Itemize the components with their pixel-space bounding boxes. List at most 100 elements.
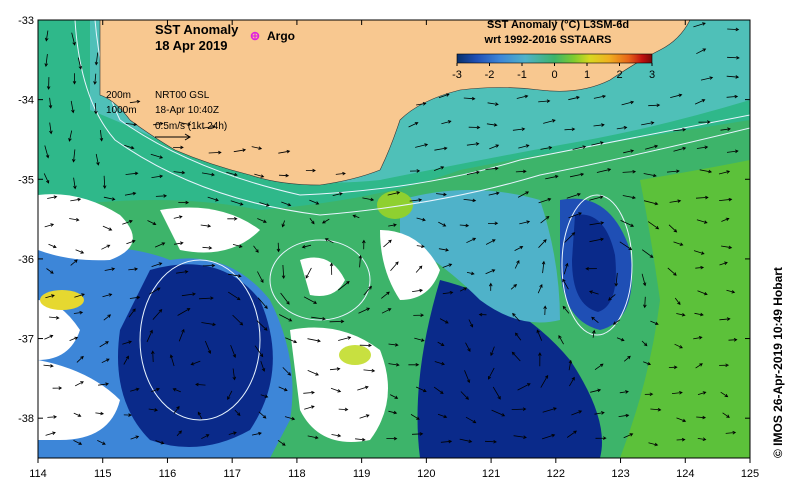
x-tick-label: 115	[94, 468, 112, 480]
legend-time: 18-Apr 10:40Z	[155, 105, 219, 116]
current-arrow-icon	[124, 191, 137, 196]
current-arrow-icon	[623, 149, 635, 154]
current-arrow-icon	[122, 219, 133, 225]
current-arrow-icon	[562, 305, 570, 314]
current-arrow-icon	[589, 290, 599, 295]
current-arrow-icon	[721, 245, 733, 250]
current-arrow-icon	[585, 266, 597, 271]
current-arrow-icon	[254, 345, 264, 358]
current-arrow-icon	[438, 221, 447, 227]
current-arrow-icon	[558, 334, 564, 345]
y-tick-label: -34	[18, 95, 34, 107]
current-arrow-icon	[666, 169, 680, 174]
current-arrow-icon	[488, 282, 493, 291]
current-arrow-icon	[673, 146, 687, 152]
current-arrow-icon	[130, 387, 140, 392]
current-arrow-icon	[459, 287, 468, 292]
current-arrow-icon	[466, 170, 480, 175]
x-tick-label: 114	[29, 468, 47, 480]
current-arrow-icon	[151, 387, 160, 393]
current-arrow-icon	[543, 119, 556, 124]
current-arrow-icon	[596, 168, 612, 173]
current-arrow-icon	[388, 223, 397, 227]
sst-field	[38, 20, 750, 458]
current-arrow-icon	[726, 289, 736, 294]
y-axis: -33-34-35-36-37-38	[18, 15, 750, 425]
current-arrow-icon	[438, 248, 449, 252]
current-arrow-icon	[510, 284, 518, 290]
current-arrow-icon	[538, 239, 547, 248]
current-arrow-icon	[668, 365, 678, 370]
current-arrow-icon	[485, 166, 499, 171]
current-arrow-icon	[73, 412, 82, 417]
current-arrow-icon	[616, 125, 628, 130]
current-arrow-icon	[329, 367, 341, 371]
current-arrow-icon	[619, 241, 633, 251]
current-arrow-icon	[488, 367, 495, 380]
current-arrow-icon	[304, 405, 315, 410]
current-arrow-icon	[281, 201, 292, 207]
current-arrow-icon	[669, 199, 682, 203]
current-arrow-icon	[233, 148, 247, 153]
current-arrow-icon	[305, 267, 312, 279]
current-arrow-icon	[593, 94, 607, 99]
current-arrow-icon	[227, 390, 233, 401]
x-axis: 114 115 116 117 118 119 120 121 122 123 124 125	[29, 20, 759, 480]
current-arrow-icon	[260, 360, 266, 372]
current-arrow-icon	[232, 314, 244, 326]
current-arrow-icon	[230, 344, 236, 358]
current-arrow-icon	[251, 146, 263, 150]
current-arrow-icon	[390, 394, 399, 399]
current-arrow-icon	[101, 244, 111, 250]
current-arrow-icon	[357, 385, 369, 391]
x-tick-label: 122	[547, 468, 565, 480]
current-arrow-icon	[278, 386, 288, 392]
cloud-patch	[38, 300, 80, 360]
current-arrow-icon	[126, 239, 136, 245]
map-title-line2: 18 Apr 2019	[155, 38, 228, 53]
current-arrow-icon	[698, 120, 711, 124]
current-arrow-icon	[676, 312, 686, 317]
x-tick-label: 117	[223, 468, 241, 480]
argo-label: Argo	[267, 29, 295, 43]
current-arrow-icon	[149, 287, 161, 295]
current-arrow-icon	[650, 320, 659, 325]
current-arrow-icon	[643, 361, 652, 366]
current-arrow-icon	[644, 392, 654, 397]
current-arrow-icon	[43, 173, 50, 184]
current-arrow-icon	[128, 267, 139, 271]
current-arrow-icon	[251, 431, 262, 436]
current-arrow-icon	[674, 297, 681, 306]
current-arrow-icon	[540, 215, 550, 224]
current-arrow-icon	[618, 413, 630, 418]
current-arrow-icon	[363, 368, 376, 373]
current-arrow-icon	[726, 75, 740, 79]
current-arrow-icon	[150, 153, 164, 159]
current-arrow-icon	[728, 338, 738, 342]
current-arrow-icon	[284, 416, 296, 421]
current-arrow-icon	[594, 411, 605, 415]
current-arrow-icon	[48, 97, 53, 109]
current-arrow-icon	[463, 198, 477, 203]
colorbar-ticks: -3 -2 -1 0 1 2 3	[452, 63, 655, 81]
colorbar-tick-label: -1	[517, 69, 527, 81]
current-arrow-icon	[564, 232, 576, 243]
current-arrow-icon	[201, 322, 217, 327]
current-arrow-icon	[335, 171, 346, 176]
current-arrow-icon	[200, 224, 212, 228]
current-arrow-icon	[123, 355, 129, 365]
current-arrow-icon	[409, 169, 421, 173]
current-arrow-icon	[99, 130, 104, 142]
current-arrow-icon	[492, 386, 501, 400]
current-arrow-icon	[307, 338, 321, 343]
current-arrow-icon	[488, 191, 500, 196]
current-arrow-icon	[436, 192, 447, 197]
current-arrow-icon	[719, 261, 728, 266]
current-arrow-icon	[569, 172, 585, 178]
current-arrow-icon	[648, 103, 661, 108]
cloud-patch	[380, 230, 440, 300]
current-arrow-icon	[673, 128, 687, 132]
current-arrow-icon	[693, 336, 703, 340]
eddy-contour	[561, 194, 633, 336]
current-arrow-icon	[202, 263, 216, 268]
